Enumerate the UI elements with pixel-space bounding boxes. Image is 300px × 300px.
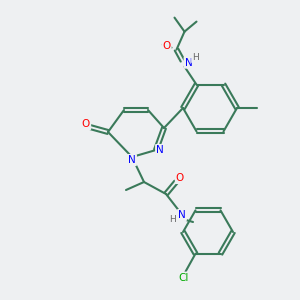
Text: N: N bbox=[128, 155, 136, 165]
Text: H: H bbox=[192, 53, 199, 62]
Text: N: N bbox=[184, 58, 192, 68]
Text: O: O bbox=[162, 40, 171, 51]
Text: N: N bbox=[178, 210, 186, 220]
Text: O: O bbox=[176, 173, 184, 183]
Text: O: O bbox=[82, 119, 90, 129]
Text: H: H bbox=[169, 214, 176, 224]
Text: Cl: Cl bbox=[178, 273, 189, 283]
Text: N: N bbox=[156, 145, 164, 155]
